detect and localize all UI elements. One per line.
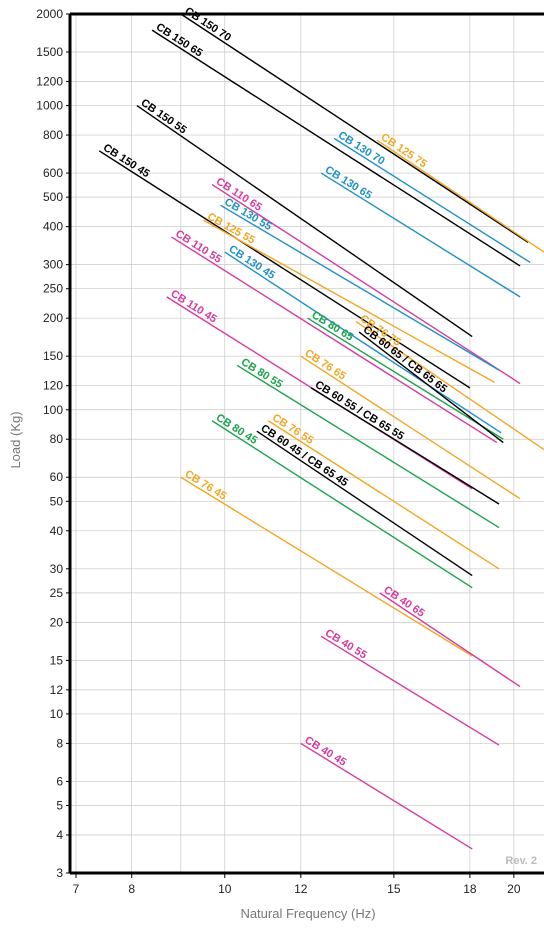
- series-line-cb-80-65: [307, 317, 504, 440]
- series-line-cb-110-65: [211, 183, 521, 385]
- y-tick-label: 25: [50, 586, 64, 600]
- x-tick-label: 20: [507, 882, 521, 896]
- y-tick-label: 500: [43, 190, 63, 204]
- y-tick-label: 200: [43, 311, 63, 325]
- series-line-cb-125-55: [203, 219, 495, 384]
- y-tick-label: 10: [50, 707, 64, 721]
- series-label-cb-40-55: CB 40 55: [323, 627, 369, 661]
- series-label-cb-60-55-cb-65-55: CB 60 55 / CB 65 55: [313, 379, 406, 443]
- series-label-cb-150-65: CB 150 65: [154, 21, 205, 59]
- series-line-cb-150-45: [98, 150, 471, 389]
- y-tick-label: 60: [50, 470, 64, 484]
- y-tick-label: 800: [43, 128, 63, 142]
- y-tick-label: 5: [56, 799, 63, 813]
- y-tick-label: 15: [50, 653, 64, 667]
- series-line-cb-130-70: [333, 137, 531, 264]
- y-tick-label: 300: [43, 258, 63, 272]
- y-tick-label: 80: [50, 432, 64, 446]
- y-tick-label: 150: [43, 349, 63, 363]
- y-tick-label: 2000: [36, 7, 63, 21]
- y-tick-label: 600: [43, 166, 63, 180]
- series-label-cb-110-45: CB 110 45: [168, 288, 218, 326]
- series-line-cb-60-55-cb-65-55: [310, 387, 500, 505]
- series-line-cb-60-65-cb-65-65: [358, 331, 504, 444]
- series-line-cb-76-55: [267, 420, 500, 570]
- series-label-cb-130-65: CB 130 65: [323, 164, 374, 202]
- revision-annotation: Rev. 2: [505, 855, 537, 867]
- series-lines: [98, 13, 544, 850]
- x-tick-label: 10: [218, 882, 232, 896]
- series-label-cb-150-70: CB 150 70: [182, 5, 233, 44]
- y-tick-label: 1200: [36, 74, 63, 88]
- series-line-cb-150-55: [136, 104, 473, 338]
- series-line-cb-76-45: [180, 476, 473, 657]
- x-tick-label: 15: [387, 882, 401, 896]
- series-line-cb-76-75: [355, 320, 544, 451]
- series-line-cb-150-70: [180, 13, 529, 243]
- y-tick-label: 20: [50, 615, 64, 629]
- series-line-cb-40-65: [379, 592, 521, 688]
- y-tick-label: 120: [43, 379, 63, 393]
- y-tick-label: 100: [43, 403, 63, 417]
- series-line-cb-40-55: [320, 635, 500, 746]
- x-axis-title: Natural Frequency (Hz): [240, 906, 375, 921]
- x-tick-label: 12: [294, 882, 308, 896]
- y-tick-label: 6: [56, 774, 63, 788]
- series-line-cb-130-65: [320, 172, 521, 298]
- y-tick-label: 3: [56, 866, 63, 880]
- tick-labels: 3 4 5 6 8 10 12 15 20 25 30 40 50 60 80 100 120 150 200 250…: [36, 7, 521, 896]
- series-line-cb-80-55: [236, 364, 500, 529]
- y-tick-label: 400: [43, 220, 63, 234]
- y-tick-label: 8: [56, 736, 63, 750]
- y-tick-label: 1500: [36, 45, 63, 59]
- series-label-cb-40-45: CB 40 45: [302, 734, 348, 769]
- series-line-cb-110-55: [171, 236, 498, 444]
- grid: [70, 13, 544, 874]
- x-tick-label: 8: [128, 882, 135, 896]
- y-tick-label: 4: [56, 828, 63, 842]
- series-line-cb-130-45: [224, 251, 502, 434]
- series-line-cb-125-75: [376, 139, 544, 253]
- series-label-cb-150-45: CB 150 45: [101, 142, 152, 180]
- y-axis-title: Load (Kg): [8, 411, 23, 468]
- axes: [66, 12, 544, 878]
- series-line-cb-80-45: [211, 420, 473, 589]
- series-label-cb-125-75: CB 125 75: [378, 131, 428, 170]
- y-tick-label: 12: [50, 683, 64, 697]
- y-tick-label: 250: [43, 282, 63, 296]
- y-tick-label: 1000: [36, 99, 63, 113]
- y-tick-label: 40: [50, 524, 64, 538]
- series-label-cb-76-45: CB 76 45: [183, 468, 229, 503]
- series-line-cb-60-45-cb-65-45: [256, 430, 473, 577]
- series-line-cb-130-55: [220, 204, 500, 371]
- y-tick-label: 50: [50, 494, 64, 508]
- series-line-cb-150-65: [151, 29, 521, 267]
- x-tick-label: 7: [73, 882, 80, 896]
- x-tick-label: 18: [463, 882, 477, 896]
- series-label-cb-80-45: CB 80 45: [214, 412, 260, 447]
- series-line-cb-76-65: [300, 355, 521, 500]
- series-label-cb-76-65: CB 76 65: [302, 347, 348, 382]
- y-tick-label: 30: [50, 562, 64, 576]
- series-line-cb-40-45: [300, 742, 473, 850]
